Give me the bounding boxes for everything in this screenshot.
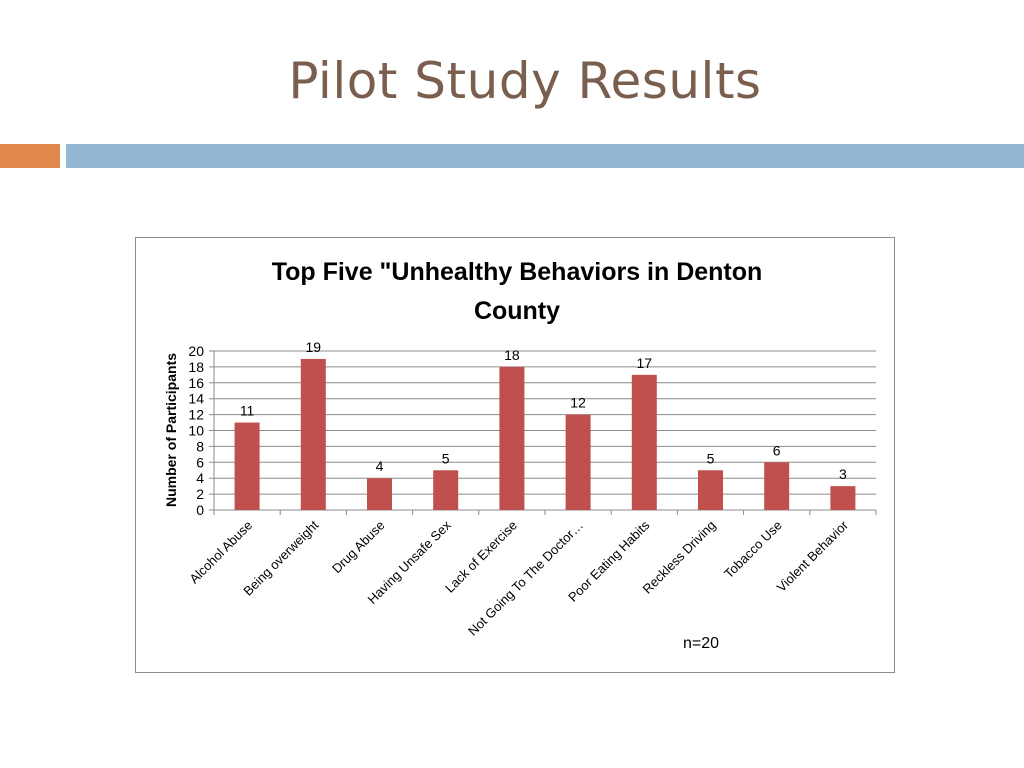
data-label: 5 — [707, 450, 715, 466]
bar — [565, 414, 591, 510]
y-tick-label: 6 — [196, 454, 204, 470]
data-label: 19 — [306, 339, 322, 355]
y-tick-label: 0 — [196, 502, 204, 518]
y-tick-label: 20 — [188, 343, 204, 359]
category-label: Not Going To The Doctor… — [465, 518, 586, 639]
title-accent-bar — [0, 144, 60, 168]
slide-title: Pilot Study Results — [288, 52, 762, 110]
y-tick-label: 4 — [196, 470, 204, 486]
title-divider-bar — [66, 144, 1024, 168]
data-label: 11 — [240, 403, 255, 419]
y-tick-label: 8 — [196, 438, 204, 454]
y-tick-label: 2 — [196, 486, 204, 502]
bar-chart: Top Five "Unhealthy Behaviors in Denton … — [163, 258, 877, 652]
data-label: 3 — [839, 466, 847, 482]
sample-size-note: n=20 — [683, 635, 719, 652]
data-label: 17 — [637, 355, 653, 371]
bar — [234, 422, 260, 510]
data-label: 6 — [773, 442, 781, 458]
chart-title-line-1: Top Five "Unhealthy Behaviors in Denton — [272, 258, 763, 286]
category-label: Alcohol Abuse — [186, 518, 255, 587]
chart-frame: Top Five "Unhealthy Behaviors in Denton … — [135, 237, 895, 673]
y-tick-label: 16 — [188, 375, 204, 391]
bar — [433, 470, 459, 510]
category-label: Reckless Driving — [640, 518, 719, 597]
bar — [367, 478, 392, 510]
y-tick-label: 10 — [188, 423, 204, 439]
y-axis-title: Number of Participants — [163, 353, 179, 507]
data-label: 18 — [504, 347, 520, 363]
data-label: 4 — [376, 458, 384, 474]
category-label: Tobacco Use — [721, 518, 785, 582]
category-label: Violent Behavior — [774, 517, 852, 595]
y-tick-label: 18 — [188, 359, 204, 375]
bar — [631, 374, 657, 510]
data-label: 12 — [570, 395, 586, 411]
chart-title-line-2: County — [474, 297, 560, 325]
bar — [830, 486, 856, 510]
bar — [764, 462, 790, 510]
data-label: 5 — [442, 450, 450, 466]
category-label: Drug Abuse — [329, 518, 388, 577]
y-tick-label: 12 — [188, 407, 204, 423]
bar — [300, 358, 326, 510]
y-tick-label: 14 — [188, 391, 204, 407]
bar — [698, 470, 723, 510]
bar — [499, 366, 525, 510]
